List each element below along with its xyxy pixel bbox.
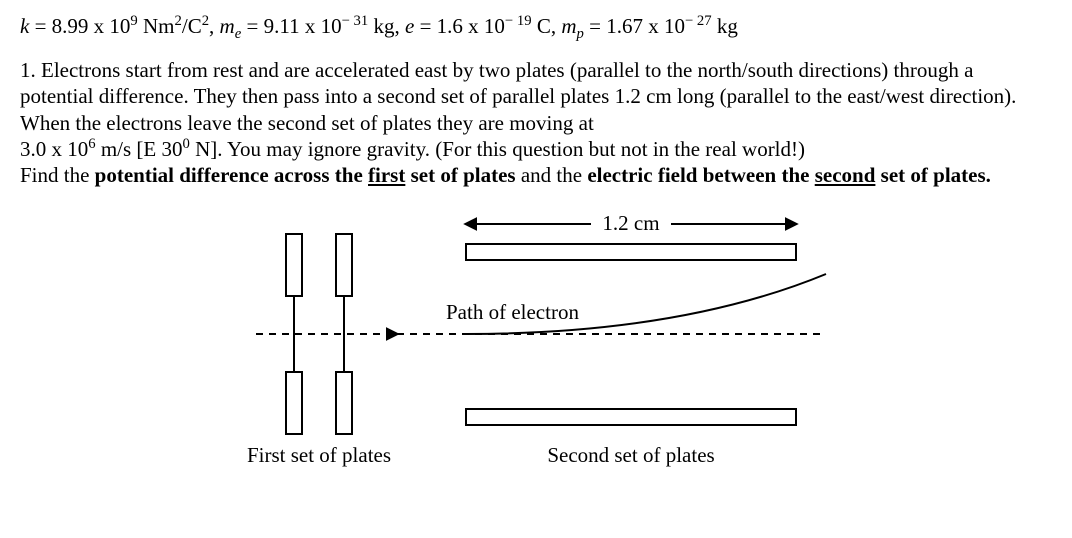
sym-k: k	[20, 14, 29, 38]
problem-text: 1. Electrons start from rest and are acc…	[20, 57, 1052, 188]
svg-text:First set of plates: First set of plates	[247, 443, 391, 467]
sym-e: e	[405, 14, 414, 38]
svg-text:Path of electron: Path of electron	[446, 300, 579, 324]
svg-text:1.2 cm: 1.2 cm	[602, 211, 659, 235]
svg-text:Second set of plates: Second set of plates	[547, 443, 714, 467]
sym-mp: mp	[561, 14, 584, 38]
diagram: 1.2 cm Path of electron First set of plate…	[20, 194, 1052, 484]
sym-me: me	[220, 14, 242, 38]
constants-line: k = 8.99 x 109 Nm2/C2, me = 9.11 x 10− 3…	[20, 14, 1052, 39]
